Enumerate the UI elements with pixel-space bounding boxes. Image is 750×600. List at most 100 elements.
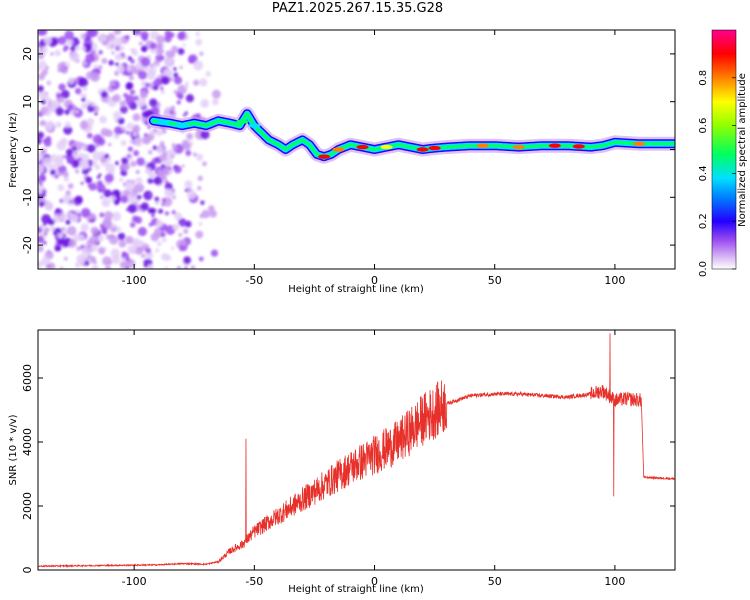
- spectrogram-cell: [132, 128, 139, 135]
- spectrogram-cell: [113, 30, 122, 35]
- spectrogram-cell: [54, 49, 61, 57]
- spectrogram-cell: [164, 34, 172, 43]
- spectrogram-cell: [157, 169, 162, 175]
- spectrogram-cell: [140, 202, 149, 211]
- spectrogram-cell: [54, 245, 61, 252]
- spectrogram-cell: [38, 235, 44, 244]
- spectrogram-cell: [197, 186, 202, 191]
- spectrogram-cell: [66, 38, 74, 46]
- spectrogram-cell: [188, 57, 195, 64]
- spectrogram-cell: [83, 243, 87, 247]
- spectrogram-cell: [160, 75, 170, 85]
- spectrogram-cell: [111, 211, 122, 222]
- spectrogram-cell: [134, 183, 145, 193]
- spectrogram-cell: [120, 139, 127, 146]
- spectrogram-cell: [74, 87, 82, 95]
- spectrogram-cell: [172, 67, 177, 71]
- spectrogram-cell: [136, 97, 147, 108]
- ridge-peak: [476, 143, 489, 148]
- spectrogram-cell: [164, 182, 173, 191]
- spectrogram-cell: [192, 152, 197, 157]
- spectrogram-cell: [141, 34, 148, 42]
- spectrogram-cell: [193, 79, 200, 86]
- spectrogram-cell: [161, 253, 169, 261]
- spectrogram-cell: [110, 44, 114, 48]
- ridge-peak: [380, 144, 393, 150]
- ridge-peak: [512, 144, 525, 150]
- spectrogram-cell: [151, 213, 155, 218]
- spectrogram-cell: [56, 154, 64, 163]
- spectrogram-cell: [149, 42, 157, 50]
- spectrogram-cell: [195, 31, 201, 37]
- spectrogram-cell: [167, 169, 173, 175]
- spectrogram-cell: [80, 102, 88, 110]
- spectrogram-cell: [38, 164, 44, 174]
- spectrogram-cell: [177, 31, 186, 41]
- spectrogram-cell: [150, 207, 157, 214]
- spectrogram-cell: [113, 199, 120, 206]
- spectrogram-xtick-label: 0: [371, 274, 378, 287]
- spectrogram-cell: [40, 150, 47, 156]
- spectrogram-cell: [41, 189, 47, 195]
- spectrogram-cell: [142, 135, 151, 145]
- spectrogram-cell: [38, 30, 48, 36]
- spectrogram-cell: [100, 226, 108, 233]
- spectrogram-cell: [114, 161, 119, 166]
- spectrogram-cell: [182, 43, 186, 47]
- spectrogram-cell: [60, 213, 67, 220]
- spectrogram-cell: [120, 169, 128, 177]
- spectrogram-cell: [78, 152, 84, 158]
- spectrogram-cell: [114, 126, 123, 135]
- spectrogram-cell: [153, 78, 162, 87]
- spectrogram-cell: [135, 169, 140, 175]
- spectrogram-cell: [143, 190, 153, 201]
- spectrogram-cell: [155, 53, 164, 62]
- spectrogram-cell: [121, 125, 126, 130]
- spectrogram-cell: [116, 65, 125, 74]
- spectrogram-cell: [143, 263, 148, 268]
- spectrogram-cell: [44, 227, 50, 233]
- spectrogram-cell: [139, 90, 148, 99]
- spectrogram-cell: [43, 36, 52, 45]
- spectrogram-cell: [178, 232, 183, 237]
- spectrogram-cell: [38, 226, 43, 234]
- spectrogram-cell: [55, 107, 64, 116]
- spectrogram-cell: [99, 195, 104, 199]
- spectrogram-cell: [134, 246, 144, 255]
- spectrogram-cell: [56, 92, 62, 99]
- spectrogram-cell: [74, 45, 81, 51]
- spectrogram-cell: [132, 30, 141, 36]
- spectrogram-cell: [105, 163, 116, 174]
- spectrogram-cell: [121, 164, 129, 172]
- spectrogram-cell: [82, 161, 89, 168]
- spectrogram-cell: [170, 105, 176, 111]
- snr-ytick-label: 0: [21, 567, 34, 574]
- colorbar-tick-label: 0.4: [698, 165, 709, 181]
- spectrogram-cell: [65, 190, 71, 196]
- spectrogram-cell: [42, 222, 47, 227]
- spectrogram-cell: [82, 86, 88, 92]
- spectrogram-cell: [38, 85, 44, 93]
- spectrogram-cell: [149, 130, 155, 136]
- spectrogram-cell: [63, 125, 73, 135]
- spectrogram-cell: [73, 151, 78, 156]
- spectrogram-cell: [179, 65, 183, 70]
- spectrogram-cell: [82, 43, 93, 53]
- spectrogram-cell: [114, 190, 120, 195]
- spectrogram-cell: [183, 228, 189, 234]
- snr-xtick-label: 50: [488, 575, 502, 588]
- spectrogram-cell: [98, 173, 102, 177]
- spectrogram-cell: [41, 192, 46, 198]
- snr-frame: [37, 329, 676, 571]
- spectrogram-cell: [119, 177, 124, 182]
- spectrogram-cell: [130, 59, 135, 64]
- spectrogram-cell: [125, 235, 134, 245]
- spectrogram-cell: [154, 196, 160, 202]
- spectrogram-cell: [69, 51, 80, 62]
- spectrogram-xtick-label: 50: [488, 274, 502, 287]
- ridge-peak: [236, 119, 249, 124]
- spectrogram-cell: [127, 245, 137, 254]
- spectrogram-cell: [184, 180, 193, 189]
- spectrogram-cell: [64, 121, 71, 128]
- spectrogram-cell: [93, 64, 99, 70]
